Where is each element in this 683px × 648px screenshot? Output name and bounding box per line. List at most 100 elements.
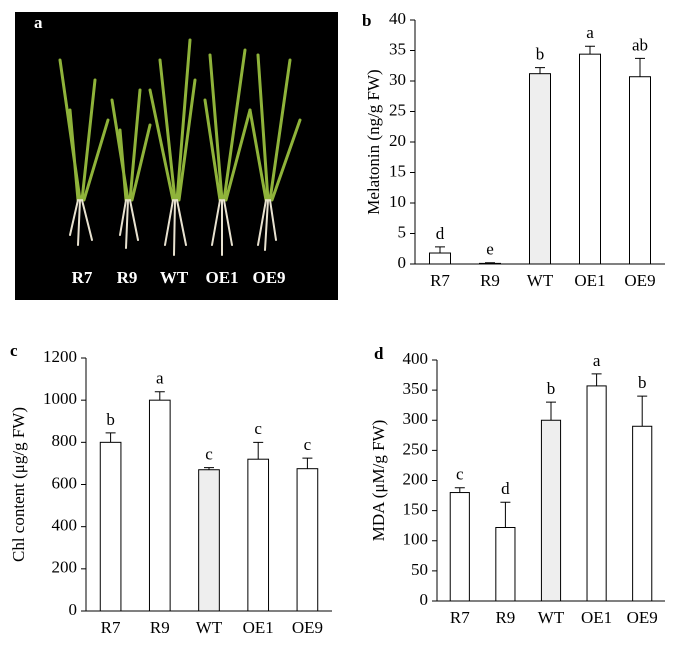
bar xyxy=(529,73,551,265)
bar xyxy=(632,425,653,602)
significance-letter: b xyxy=(547,379,556,398)
error-bar xyxy=(546,401,556,421)
x-tick-label: R9 xyxy=(495,608,515,627)
photo-panel: a xyxy=(15,12,338,300)
bar xyxy=(449,492,470,602)
y-tick-label: 0 xyxy=(69,600,78,619)
y-tick-label: 250 xyxy=(403,439,429,458)
bar xyxy=(148,399,171,612)
plants xyxy=(58,38,302,256)
x-tick-label: WT xyxy=(527,271,554,290)
error-bar xyxy=(500,501,511,528)
significance-letter: c xyxy=(254,419,262,438)
x-tick-label: OE9 xyxy=(627,608,658,627)
photo-background xyxy=(15,12,338,300)
error-bar xyxy=(105,432,116,443)
error-bar xyxy=(585,45,595,55)
error-bar xyxy=(253,441,264,460)
panel-label: a xyxy=(34,13,43,32)
photo-label: OE9 xyxy=(252,268,285,287)
x-tick-label: R7 xyxy=(430,271,450,290)
significance-letter: a xyxy=(586,23,594,42)
significance-letter: d xyxy=(501,479,510,498)
chart: c Chl content (μg/g FW) 0 200 400 600 800 1000 1… xyxy=(9,341,332,637)
x-tick-label: OE9 xyxy=(292,618,323,637)
y-tick-label: 35 xyxy=(389,39,406,58)
bar xyxy=(198,469,220,612)
x-tick-label: R7 xyxy=(101,618,121,637)
photo-label: OE1 xyxy=(205,268,238,287)
y-tick-label: 800 xyxy=(52,431,78,450)
significance-letter: ab xyxy=(632,35,648,54)
y-tick-label: 600 xyxy=(52,473,78,492)
bar xyxy=(540,419,562,602)
y-axis-title: Chl content (μg/g FW) xyxy=(9,407,28,562)
error-bar xyxy=(302,457,313,469)
y-tick-label: 0 xyxy=(398,253,407,272)
photo-label: R7 xyxy=(72,268,93,287)
y-tick-label: 200 xyxy=(403,469,429,488)
significance-letter: a xyxy=(593,351,601,370)
error-bar xyxy=(485,262,495,264)
photo-label: R9 xyxy=(117,268,138,287)
bar xyxy=(495,526,516,602)
chart: b Melatonin (ng/g FW) 0 5 10 15 20 25 30 35 40 d R7 e… xyxy=(362,9,665,290)
y-tick-label: 10 xyxy=(389,192,406,211)
y-axis-title: Melatonin (ng/g FW) xyxy=(364,69,383,214)
y-tick-label: 1200 xyxy=(43,347,77,366)
y-tick-label: 30 xyxy=(389,70,406,89)
y-tick-label: 15 xyxy=(389,161,406,180)
bar xyxy=(579,53,601,265)
error-bar xyxy=(635,57,645,77)
x-tick-label: WT xyxy=(196,618,223,637)
error-bar xyxy=(435,246,445,254)
x-tick-label: R7 xyxy=(450,608,470,627)
y-tick-label: 400 xyxy=(52,516,78,535)
y-tick-label: 25 xyxy=(389,100,406,119)
bar xyxy=(479,262,501,265)
bar xyxy=(247,458,270,612)
significance-letter: b xyxy=(638,373,647,392)
y-tick-label: 400 xyxy=(403,349,429,368)
significance-letter: a xyxy=(156,369,164,388)
error-bar xyxy=(454,487,465,493)
panel-label: b xyxy=(362,11,371,30)
y-tick-label: 20 xyxy=(389,131,406,150)
y-tick-label: 350 xyxy=(403,379,429,398)
y-tick-label: 200 xyxy=(52,558,78,577)
y-tick-label: 300 xyxy=(403,409,429,428)
x-tick-label: WT xyxy=(538,608,565,627)
significance-letter: c xyxy=(304,435,312,454)
bar xyxy=(99,441,122,612)
x-tick-label: OE1 xyxy=(574,271,605,290)
bar xyxy=(296,468,319,612)
significance-letter: e xyxy=(486,240,494,259)
y-tick-label: 1000 xyxy=(43,389,77,408)
bar xyxy=(629,76,651,265)
error-bar xyxy=(154,391,165,401)
significance-letter: c xyxy=(456,465,464,484)
bar xyxy=(429,252,451,265)
error-bar xyxy=(591,373,602,386)
significance-letter: c xyxy=(205,445,213,464)
panel-label: d xyxy=(374,344,384,363)
y-tick-label: 0 xyxy=(420,590,429,609)
x-tick-label: OE1 xyxy=(581,608,612,627)
x-tick-label: R9 xyxy=(150,618,170,637)
x-tick-label: OE1 xyxy=(243,618,274,637)
error-bar xyxy=(204,467,214,470)
significance-letter: d xyxy=(436,224,445,243)
panel-label: c xyxy=(10,341,18,360)
y-tick-label: 100 xyxy=(403,530,429,549)
y-tick-label: 50 xyxy=(411,560,428,579)
y-tick-label: 40 xyxy=(389,9,406,28)
error-bar xyxy=(637,395,648,427)
x-tick-label: OE9 xyxy=(624,271,655,290)
significance-letter: b xyxy=(106,410,115,429)
y-tick-label: 150 xyxy=(403,500,429,519)
significance-letter: b xyxy=(536,44,545,63)
chart: d MDA (μM/g FW) 0 50 100 150 200 250 300 350 400 c R… xyxy=(369,344,665,627)
bar xyxy=(586,385,607,602)
error-bar xyxy=(535,67,545,74)
